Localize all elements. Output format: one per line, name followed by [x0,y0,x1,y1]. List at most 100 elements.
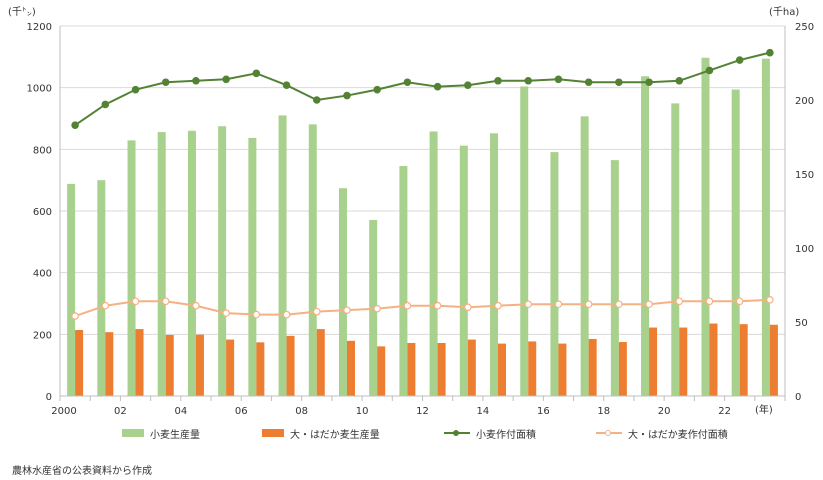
x-tick-label: 22 [718,406,731,417]
bar-wheat-production [248,137,257,397]
point-barley-area [282,310,291,319]
point-wheat-area [645,78,653,87]
point-barley-area [373,304,381,313]
source-note: 農林水産省の公表資料から作成 [12,466,152,477]
legend-swatch-barley-production [262,429,284,437]
bar-barley-production [618,342,627,396]
y-right-tick-label: 150 [795,170,814,181]
bar-wheat-production [671,103,680,397]
bar-wheat-production [399,165,408,396]
legend-swatch-wheat-area [444,429,470,437]
point-wheat-area [312,96,321,104]
bar-wheat-production [157,132,166,397]
point-wheat-area [131,85,140,94]
x-tick-label: 02 [114,406,127,417]
bar-barley-production [286,335,295,396]
bar-barley-production [588,338,597,396]
point-barley-area [705,297,714,306]
point-barley-area [494,301,502,310]
y-left-tick-label: 200 [33,330,52,341]
legend-label-barley-area: 大・はだか麦作付面積 [628,429,728,441]
point-barley-area [675,297,684,306]
point-barley-area [71,312,79,320]
x-tick-label: 08 [295,406,308,417]
bar-wheat-production [429,131,438,396]
y-left-tick-label: 400 [33,269,52,280]
bar-barley-production [437,342,446,396]
bar-wheat-production [308,124,317,396]
point-barley-area [433,301,442,310]
y-right-tick-label: 50 [795,318,808,329]
gridlines [60,25,785,335]
bar-barley-production [256,342,265,396]
bar-barley-production [558,343,567,396]
point-wheat-area [343,91,351,100]
bar-wheat-production [187,130,196,397]
point-barley-area [192,301,200,310]
bar-barley-production [679,327,688,396]
bar-barley-production [165,334,174,396]
point-wheat-area [373,85,381,94]
bar-wheat-production [701,57,710,397]
legend-label-wheat-production: 小麦生産量 [150,429,200,441]
bar-barley-production [528,341,537,396]
bar-barley-production [135,329,144,396]
y-right-tick-label: 100 [795,244,814,255]
point-wheat-area [464,81,472,90]
point-barley-area [615,300,623,309]
bar-barley-production [316,329,325,396]
axes: 0 200 400 600 800 1000 1200 0 50 100 150 200 250 2000… [27,22,815,417]
x-tick-label: 14 [477,406,490,417]
bar-barley-production [467,339,476,396]
point-wheat-area [71,121,79,129]
legend-label-wheat-area: 小麦作付面積 [476,429,536,441]
y-left-tick-label: 800 [33,145,52,156]
point-wheat-area [222,75,230,84]
point-wheat-area [705,66,714,75]
bar-barley-production [346,340,355,396]
y-left-tick-label: 0 [46,392,52,403]
bar-barley-production [407,342,416,396]
point-barley-area [131,297,140,306]
point-wheat-area [282,81,291,90]
point-wheat-area [101,100,110,109]
y-right-tick-label: 0 [795,392,801,403]
bar-wheat-production [218,126,227,396]
point-barley-area [554,300,563,309]
point-wheat-area [252,69,261,78]
legend-swatch-barley-area [596,429,622,437]
point-barley-area [584,300,593,309]
point-barley-area [735,297,744,306]
bar-barley-production [739,324,748,396]
legend-item-wheat-area: 小麦作付面積 [444,426,536,441]
bar-barley-production [105,332,114,396]
point-wheat-area [524,76,533,85]
point-wheat-area [675,76,684,85]
point-barley-area [645,300,653,309]
point-wheat-area [494,76,502,85]
y-left-tick-label: 1000 [27,84,52,95]
bar-barley-production [709,323,718,396]
y-left-tick-label: 600 [33,207,52,218]
bar-wheat-production [338,188,347,396]
point-wheat-area [615,78,623,87]
point-barley-area [766,295,774,304]
x-unit: (年) [755,403,773,416]
x-tick-label: 06 [235,406,248,417]
bar-wheat-production [459,145,468,396]
point-barley-area [464,303,472,312]
bar-wheat-production [641,76,650,396]
x-tick-label: 2000 [51,406,76,417]
bar-barley-production [226,339,235,396]
y-right-tick-label: 200 [795,96,814,107]
point-barley-area [252,310,261,319]
point-barley-area [343,306,351,314]
bar-wheat-production [278,115,287,397]
bar-barley-production [498,343,507,396]
bar-wheat-production [550,152,559,396]
x-tick-label: 04 [174,406,187,417]
series-lines [71,48,774,320]
x-tick-label: 12 [416,406,429,417]
y-right-unit: (千ha) [769,6,799,18]
